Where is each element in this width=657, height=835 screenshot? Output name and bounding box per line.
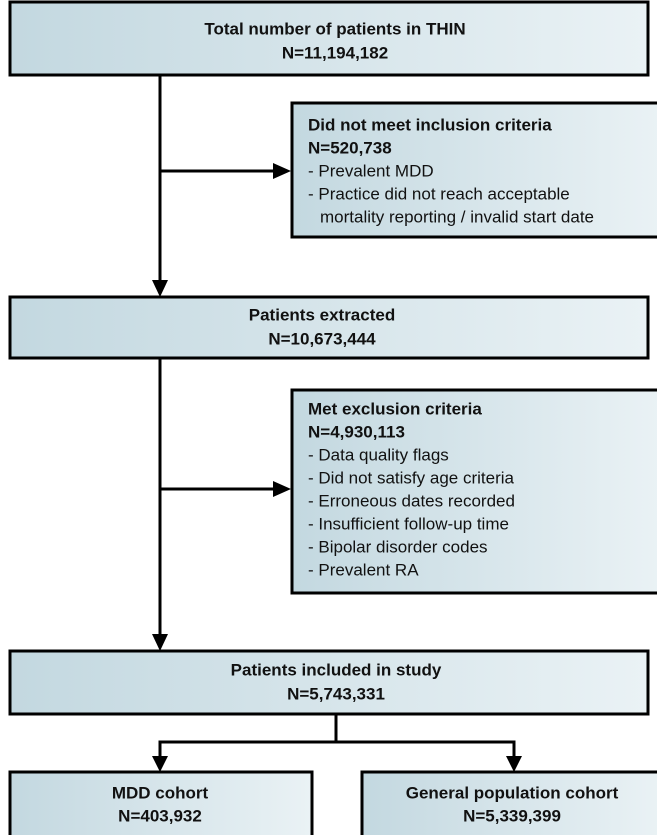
arrowhead <box>273 481 291 497</box>
node-title: Patients included in study <box>231 660 442 679</box>
exclusion-item: - Prevalent RA <box>308 560 419 579</box>
exclusion-count: N=4,930,113 <box>308 422 405 441</box>
connectors <box>152 75 522 772</box>
exclusion: Did not meet inclusion criteria N=520,73… <box>290 101 657 239</box>
node: Patients included in study N=5,743,331 <box>8 649 650 716</box>
node-box <box>8 770 314 835</box>
exclusion-item: - Practice did not reach acceptable <box>308 184 570 203</box>
arrowhead <box>152 756 168 772</box>
node-count: N=5,743,331 <box>287 684 385 703</box>
exclusion-item: - Data quality flags <box>308 445 449 464</box>
exclusion-item: mortality reporting / invalid start date <box>320 207 594 226</box>
node: MDD cohort N=403,932 <box>8 770 314 835</box>
arrowhead <box>152 280 168 297</box>
node: Total number of patients in THIN N=11,19… <box>8 0 650 77</box>
node: Patients extracted N=10,673,444 <box>8 295 650 360</box>
node-box <box>8 0 650 77</box>
node-title: MDD cohort <box>112 783 209 802</box>
node-title: General population cohort <box>406 783 619 802</box>
exclusion-title: Did not meet inclusion criteria <box>308 115 552 134</box>
exclusion-count: N=520,738 <box>308 138 392 157</box>
exclusion-title: Met exclusion criteria <box>308 399 482 418</box>
node-count: N=11,194,182 <box>282 43 388 62</box>
exclusion-item: - Insufficient follow-up time <box>308 514 509 533</box>
exclusion-item: - Bipolar disorder codes <box>308 537 488 556</box>
arrowhead <box>506 756 522 772</box>
node: General population cohort N=5,339,399 <box>360 770 657 835</box>
node-count: N=403,932 <box>118 806 202 825</box>
arrowhead <box>273 163 291 179</box>
exclusion-item: - Did not satisfy age criteria <box>308 468 515 487</box>
node-title: Patients extracted <box>249 305 395 324</box>
arrowhead <box>152 634 168 651</box>
node-title: Total number of patients in THIN <box>204 19 465 38</box>
node-box <box>8 649 650 716</box>
exclusion-item: - Prevalent MDD <box>308 161 434 180</box>
exclusion-box <box>290 388 657 595</box>
exclusion-item: - Erroneous dates recorded <box>308 491 515 510</box>
node-count: N=5,339,399 <box>463 806 561 825</box>
exclusion-box <box>290 101 657 239</box>
exclusion: Met exclusion criteria N=4,930,113 - Dat… <box>290 388 657 595</box>
node-box <box>8 295 650 360</box>
node-box <box>360 770 657 835</box>
node-count: N=10,673,444 <box>268 329 376 348</box>
